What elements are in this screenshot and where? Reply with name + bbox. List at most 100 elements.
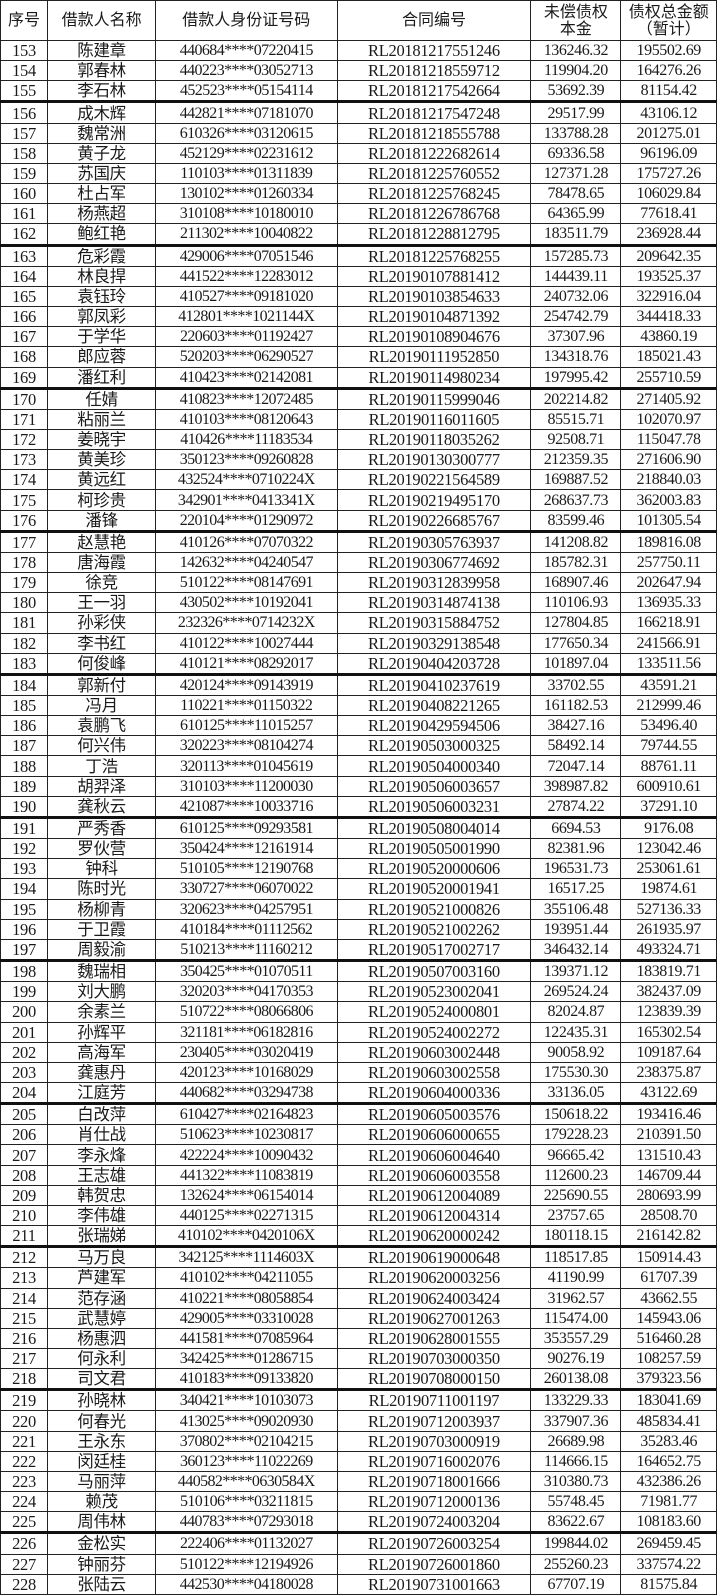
name-cell: 马丽萍 (47, 1470, 157, 1493)
table-row: 203 龚惠丹 420123****10168029 RL20190603002558… (0, 1061, 717, 1083)
contract-no-cell: RL20190726003254 (336, 1532, 532, 1555)
seq-cell: 204 (0, 1081, 49, 1106)
id-number-cell: 440684****07220415 (155, 39, 338, 62)
seq-cell: 196 (0, 918, 49, 940)
total-cell: 35283.46 (620, 1430, 717, 1452)
total-cell: 210391.50 (620, 1124, 717, 1146)
table-row: 198 魏瑞相 350425****01070511 RL20190507003160… (0, 960, 717, 983)
id-number-cell: 330727****06070022 (155, 878, 338, 900)
id-number-cell: 110103****01311839 (155, 162, 338, 185)
contract-no-cell: RL20190312839958 (336, 572, 532, 594)
total-cell: 37291.10 (620, 795, 717, 819)
name-cell: 肖仕战 (47, 1124, 157, 1146)
principal-cell: 118517.85 (530, 1246, 622, 1269)
seq-cell: 199 (0, 981, 49, 1003)
id-number-cell: 510106****03211815 (155, 1491, 338, 1513)
total-cell: 61707.39 (620, 1267, 717, 1289)
header-row: 序号 借款人名称 借款人身份证号码 合同编号 未偿债权 本金 债权总金额 （暂计） (0, 0, 717, 41)
id-number-cell: 310103****11200030 (155, 775, 338, 797)
total-cell: 146709.44 (620, 1164, 717, 1186)
contract-no-cell: RL20181225768255 (336, 244, 532, 267)
table-row: 178 唐海霞 142632****04240547 RL20190306774692… (0, 551, 717, 574)
total-cell: 136935.33 (620, 592, 717, 614)
seq-cell: 178 (0, 551, 49, 574)
contract-no-cell: RL20181217542664 (336, 80, 532, 104)
total-cell: 123042.46 (620, 838, 717, 860)
total-cell: 216142.82 (620, 1225, 717, 1249)
total-cell: 71981.77 (620, 1491, 717, 1513)
id-number-cell: 610125****11015257 (155, 715, 338, 737)
table-row: 222 闵廷桂 360123****11022269 RL20190716002076… (0, 1450, 717, 1472)
contract-no-cell: RL20190708000150 (336, 1368, 532, 1392)
seq-cell: 173 (0, 449, 49, 471)
name-cell: 高海军 (47, 1041, 157, 1063)
id-number-cell: 370802****02104215 (155, 1430, 338, 1452)
table-row: 221 王永东 370802****02104215 RL20190703000919… (0, 1430, 717, 1452)
seq-cell: 161 (0, 203, 49, 225)
principal-cell: 27874.22 (530, 795, 622, 819)
name-cell: 李伟雄 (47, 1204, 157, 1227)
id-number-cell: 132624****06154014 (155, 1184, 338, 1206)
total-cell: 108183.60 (620, 1511, 717, 1535)
seq-cell: 155 (0, 80, 49, 104)
principal-cell: 90058.92 (530, 1041, 622, 1063)
seq-cell: 162 (0, 223, 49, 247)
id-number-cell: 110221****01150322 (155, 694, 338, 717)
table-row: 154 郭春林 440223****03052713 RL20181218559712… (0, 60, 717, 82)
id-number-cell: 430502****10192041 (155, 592, 338, 614)
contract-no-cell: RL20181218559712 (336, 60, 532, 82)
id-number-cell: 440125****02271315 (155, 1204, 338, 1227)
table-row: 160 杜占军 130102****01260334 RL20181225768245… (0, 183, 717, 205)
table-body: 153 陈建章 440684****07220415 RL20181217551246… (0, 39, 717, 1595)
seq-cell: 227 (0, 1553, 49, 1575)
principal-cell: 38427.16 (530, 715, 622, 737)
principal-cell: 92508.71 (530, 428, 622, 451)
principal-cell: 69336.58 (530, 142, 622, 164)
id-number-cell: 410102****0420106X (155, 1225, 338, 1249)
total-cell: 166218.91 (620, 612, 717, 634)
principal-cell: 83599.46 (530, 509, 622, 533)
table-row: 187 何兴伟 320223****08104274 RL20190503000325… (0, 735, 717, 757)
contract-no-cell: RL20190114980234 (336, 366, 532, 390)
principal-cell: 85515.71 (530, 408, 622, 430)
total-cell: 527136.33 (620, 898, 717, 920)
contract-no-cell: RL20190711001197 (336, 1389, 532, 1412)
total-cell: 493324.71 (620, 938, 717, 963)
seq-cell: 176 (0, 509, 49, 533)
table-row: 217 何永利 342425****01286715 RL20190703000350… (0, 1347, 717, 1370)
header-id-number: 借款人身份证号码 (155, 0, 338, 41)
name-cell: 王永东 (47, 1430, 157, 1452)
name-cell: 李书红 (47, 632, 157, 654)
table-row: 218 司文君 410183****09133820 RL20190708000150… (0, 1368, 717, 1392)
id-number-cell: 130102****01260334 (155, 183, 338, 205)
id-number-cell: 610427****02164823 (155, 1103, 338, 1126)
principal-cell: 269524.24 (530, 981, 622, 1003)
table-row: 200 余素兰 510722****08066806 RL20190524000801… (0, 1001, 717, 1023)
name-cell: 张陆云 (47, 1573, 157, 1595)
name-cell: 姜晓宇 (47, 428, 157, 451)
total-cell: 271405.92 (620, 387, 717, 410)
total-cell: 261935.97 (620, 918, 717, 940)
name-cell: 李石林 (47, 80, 157, 104)
id-number-cell: 413025****09020930 (155, 1410, 338, 1432)
principal-cell: 268637.73 (530, 489, 622, 511)
id-number-cell: 410121****08292017 (155, 652, 338, 676)
total-cell: 77618.41 (620, 203, 717, 225)
principal-cell: 72047.14 (530, 755, 622, 777)
name-cell: 何兴伟 (47, 735, 157, 757)
table-row: 210 李伟雄 440125****02271315 RL20190612004314… (0, 1204, 717, 1227)
seq-cell: 163 (0, 244, 49, 267)
total-cell: 183041.69 (620, 1389, 717, 1412)
contract-no-cell: RL20190219495170 (336, 489, 532, 511)
total-cell: 123839.39 (620, 1001, 717, 1023)
id-number-cell: 410103****08120643 (155, 408, 338, 430)
id-number-cell: 510122****12194926 (155, 1553, 338, 1575)
table-row: 182 李书红 410122****10027444 RL20190329138548… (0, 632, 717, 654)
id-number-cell: 342425****01286715 (155, 1347, 338, 1370)
id-number-cell: 422224****10090432 (155, 1144, 338, 1166)
total-cell: 209642.35 (620, 244, 717, 267)
id-number-cell: 232326****0714232X (155, 612, 338, 634)
name-cell: 司文君 (47, 1368, 157, 1392)
name-cell: 严秀香 (47, 816, 157, 840)
total-cell: 189816.08 (620, 530, 717, 553)
